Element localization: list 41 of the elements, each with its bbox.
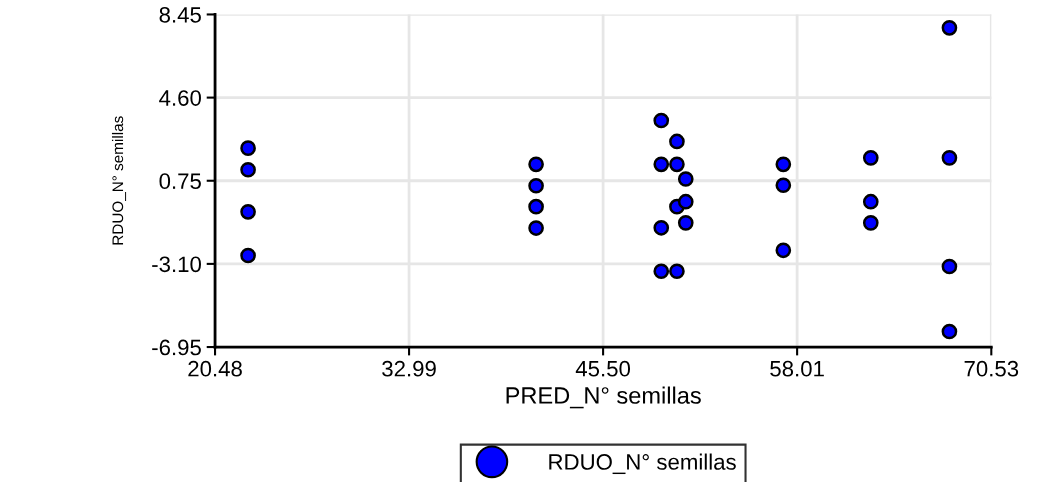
point <box>653 112 670 129</box>
point <box>669 133 685 150</box>
point <box>775 156 792 173</box>
y-axis-title: RDUO_N° semillas <box>111 116 127 245</box>
legend-label: RDUO_N° semillas <box>549 453 736 475</box>
point <box>669 156 685 173</box>
point <box>653 219 670 236</box>
x-axis-title: PRED_N° semillas <box>506 386 701 409</box>
point <box>677 215 694 231</box>
point <box>775 242 792 259</box>
point <box>528 220 544 236</box>
point <box>941 20 958 36</box>
x-tick-label: 20.48 <box>188 360 242 377</box>
point <box>240 204 256 220</box>
point <box>677 171 694 187</box>
y-tick-label: -6.95 <box>152 339 201 356</box>
point <box>528 156 544 173</box>
point <box>775 177 792 194</box>
point <box>677 193 694 210</box>
x-tick-label: 70.53 <box>964 360 1019 377</box>
point <box>669 263 685 280</box>
x-tick-label: 58.01 <box>770 360 824 377</box>
point <box>240 161 256 178</box>
point <box>528 198 544 215</box>
point <box>941 150 958 166</box>
point <box>862 150 879 166</box>
y-tick-label: 0.75 <box>159 173 201 190</box>
point <box>941 323 958 340</box>
x-tick-label: 32.99 <box>382 360 436 377</box>
point <box>653 156 670 173</box>
point <box>240 247 256 264</box>
y-tick-label: 8.45 <box>159 6 201 23</box>
point <box>862 193 879 210</box>
x-tick-label: 45.50 <box>575 360 631 377</box>
point <box>240 140 256 156</box>
point <box>653 263 670 280</box>
point <box>862 215 879 231</box>
point <box>941 258 958 275</box>
point <box>528 177 544 194</box>
y-tick-label: -3.10 <box>152 256 201 273</box>
y-tick-label: 4.60 <box>159 90 201 106</box>
